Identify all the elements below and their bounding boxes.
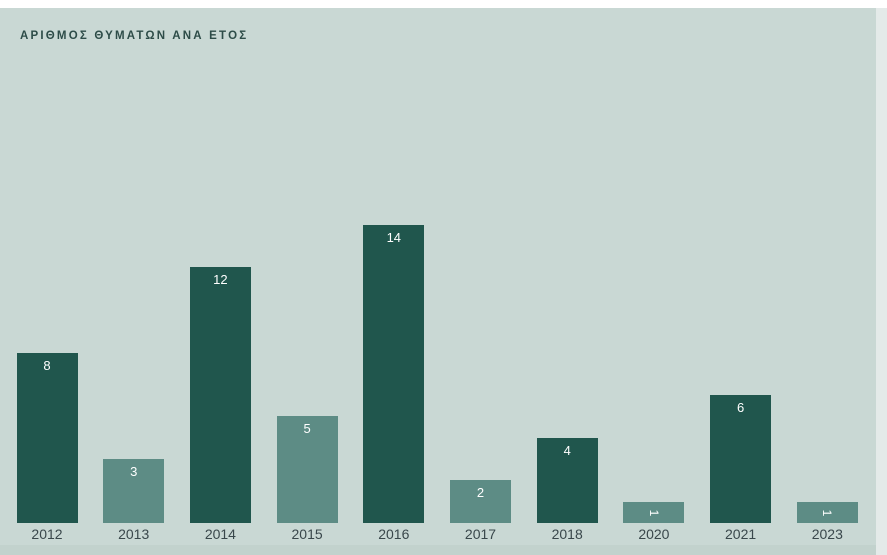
x-axis-label-2015: 2015 [291, 526, 323, 542]
bar-2021[interactable]: 6 [710, 395, 772, 523]
x-axis-label-2014: 2014 [204, 526, 236, 542]
bar-2012[interactable]: 8 [16, 353, 78, 523]
bar-value-label: 1 [646, 509, 661, 516]
bar-2018[interactable]: 4 [536, 438, 598, 523]
bar-value-label: 12 [213, 272, 228, 287]
bar-value-label: 1 [820, 509, 835, 516]
x-axis-label-2013: 2013 [118, 526, 150, 542]
bar-2013[interactable]: 3 [103, 459, 165, 523]
footer-strip [0, 545, 887, 555]
bar-value-label: 6 [736, 400, 745, 415]
bar-2014[interactable]: 12 [189, 267, 251, 523]
x-axis-label-2020: 2020 [638, 526, 670, 542]
x-axis-label-2018: 2018 [551, 526, 583, 542]
bar-2023[interactable]: 1 [796, 502, 858, 523]
top-strip [0, 0, 887, 8]
bar-value-label: 14 [386, 230, 402, 245]
chart-title: ΑΡΙΘΜΟΣ ΘΥΜΑΤΩΝ ΑΝΑ ΕΤΟΣ [20, 30, 249, 42]
x-axis-label-2021: 2021 [725, 526, 757, 542]
bar-value-label: 5 [303, 421, 311, 436]
bar-value-label: 3 [130, 464, 138, 479]
bar-value-label: 4 [563, 443, 571, 458]
bar-2020[interactable]: 1 [623, 502, 685, 523]
x-axis-label-2012: 2012 [31, 526, 63, 542]
x-axis-label-2016: 2016 [378, 526, 410, 542]
x-axis-label-2017: 2017 [464, 526, 497, 542]
bar-2016[interactable]: 14 [363, 225, 425, 523]
bar-value-label: 8 [43, 358, 51, 373]
bar-2017[interactable]: 2 [450, 480, 511, 523]
x-axis-label-2023: 2023 [811, 526, 843, 542]
scrollbar-track[interactable] [876, 8, 887, 555]
bar-2015[interactable]: 5 [276, 416, 338, 523]
bar-value-label: 2 [476, 485, 485, 500]
